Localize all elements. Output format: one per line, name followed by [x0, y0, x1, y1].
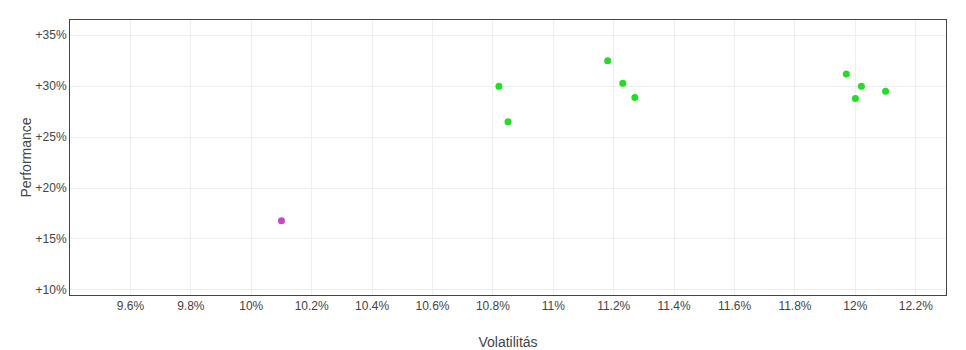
svg-text:+20%: +20% [36, 181, 67, 195]
svg-text:11.2%: 11.2% [597, 299, 630, 313]
svg-text:11.6%: 11.6% [718, 299, 751, 313]
svg-text:9.8%: 9.8% [177, 299, 205, 313]
svg-text:+25%: +25% [36, 130, 67, 144]
svg-text:+30%: +30% [36, 79, 67, 93]
svg-text:Volatilitás: Volatilitás [478, 334, 537, 350]
svg-text:10.4%: 10.4% [355, 299, 389, 313]
svg-text:11.4%: 11.4% [658, 299, 691, 313]
svg-text:10%: 10% [239, 299, 263, 313]
svg-text:10.8%: 10.8% [476, 299, 510, 313]
svg-text:12.2%: 12.2% [899, 299, 933, 313]
svg-text:11%: 11% [542, 299, 565, 313]
svg-text:+15%: +15% [36, 232, 67, 246]
svg-text:+10%: +10% [36, 283, 67, 297]
svg-text:Performance: Performance [18, 117, 34, 197]
svg-text:+35%: +35% [36, 28, 67, 42]
svg-text:10.2%: 10.2% [295, 299, 329, 313]
svg-text:12%: 12% [843, 299, 867, 313]
svg-text:9.6%: 9.6% [117, 299, 145, 313]
svg-text:11.8%: 11.8% [778, 299, 811, 313]
svg-text:10.6%: 10.6% [415, 299, 449, 313]
